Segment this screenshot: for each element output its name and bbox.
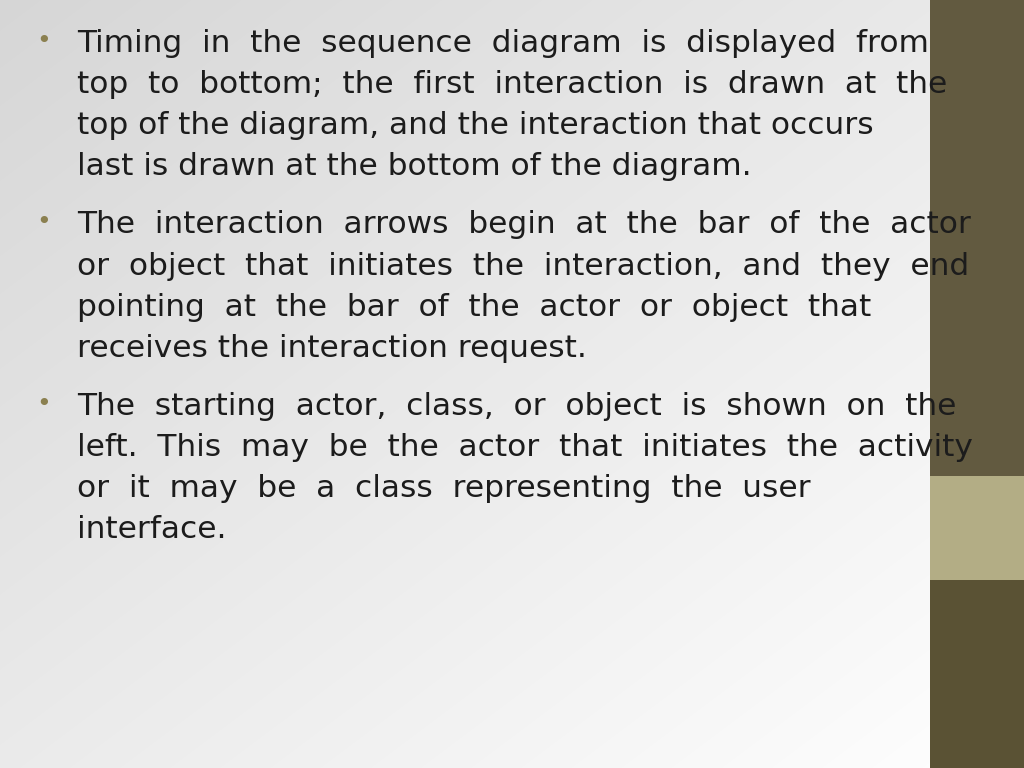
Text: or  object  that  initiates  the  interaction,  and  they  end: or object that initiates the interaction… xyxy=(77,252,969,280)
Bar xyxy=(930,0,1024,476)
Text: last is drawn at the bottom of the diagram.: last is drawn at the bottom of the diagr… xyxy=(77,152,752,181)
Bar xyxy=(930,580,1024,768)
Text: top  to  bottom;  the  first  interaction  is  drawn  at  the: top to bottom; the first interaction is … xyxy=(77,71,947,99)
Text: pointing  at  the  bar  of  the  actor  or  object  that: pointing at the bar of the actor or obje… xyxy=(77,293,871,322)
Text: The  interaction  arrows  begin  at  the  bar  of  the  actor: The interaction arrows begin at the bar … xyxy=(77,210,971,240)
Text: The  starting  actor,  class,  or  object  is  shown  on  the: The starting actor, class, or object is … xyxy=(77,392,956,421)
Text: interface.: interface. xyxy=(77,515,226,544)
Text: receives the interaction request.: receives the interaction request. xyxy=(77,334,587,362)
Text: Timing  in  the  sequence  diagram  is  displayed  from: Timing in the sequence diagram is displa… xyxy=(77,29,929,58)
Bar xyxy=(930,476,1024,580)
Text: top of the diagram, and the interaction that occurs: top of the diagram, and the interaction … xyxy=(77,111,873,141)
Text: or  it  may  be  a  class  representing  the  user: or it may be a class representing the us… xyxy=(77,474,810,503)
Text: •: • xyxy=(36,392,50,415)
Text: •: • xyxy=(36,29,50,53)
Text: •: • xyxy=(36,210,50,234)
Text: left.  This  may  be  the  actor  that  initiates  the  activity: left. This may be the actor that initiat… xyxy=(77,433,973,462)
